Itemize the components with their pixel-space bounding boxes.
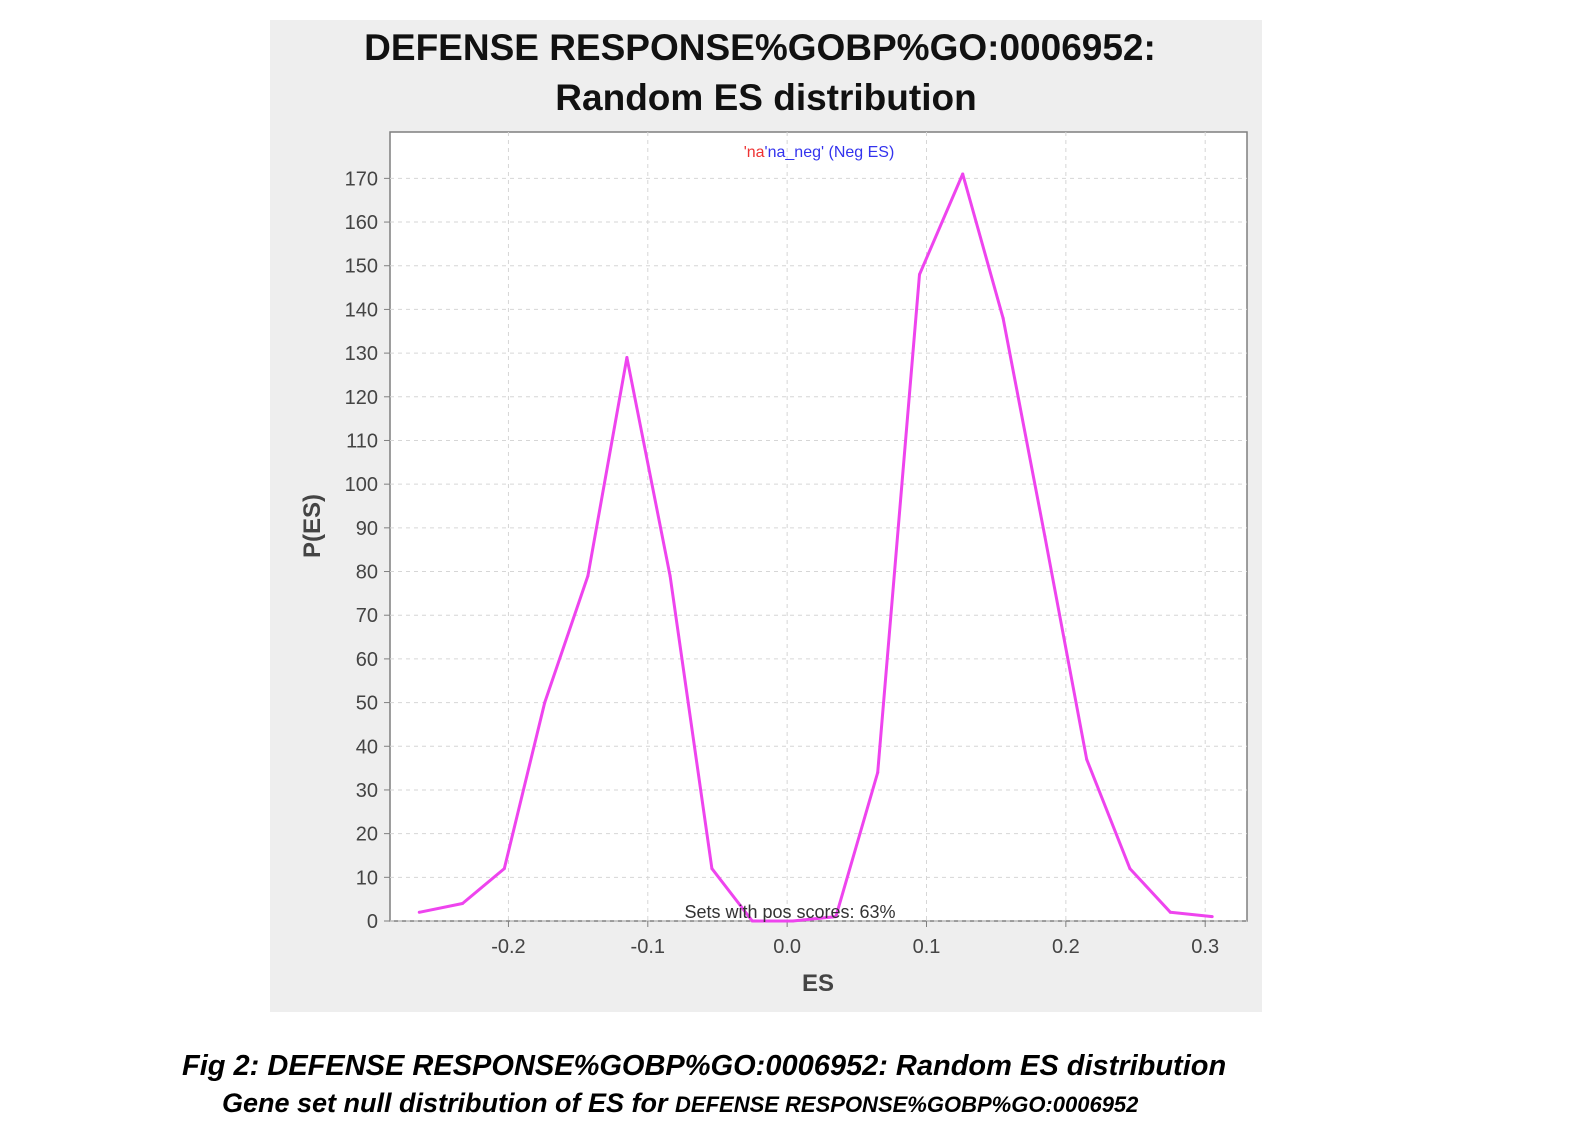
plot-area bbox=[389, 131, 1248, 922]
data-point bbox=[1085, 757, 1089, 761]
y-tick-label: 80 bbox=[356, 562, 378, 584]
x-tick-label: 0.0 bbox=[773, 936, 801, 958]
data-point bbox=[625, 355, 629, 359]
x-tick-label: 0.2 bbox=[1052, 936, 1080, 958]
data-point bbox=[586, 574, 590, 578]
data-point bbox=[961, 172, 965, 176]
grid bbox=[390, 132, 1247, 922]
chart-panel: DEFENSE RESPONSE%GOBP%GO:0006952: Random… bbox=[270, 20, 1262, 1012]
y-tick-label: 50 bbox=[356, 693, 378, 715]
y-tick-label: 110 bbox=[346, 430, 378, 452]
x-tick-label: -0.2 bbox=[491, 936, 525, 958]
data-point bbox=[710, 867, 714, 871]
data-point bbox=[834, 915, 838, 919]
chart: DEFENSE RESPONSE%GOBP%GO:0006952: Random… bbox=[299, 27, 1248, 997]
y-tick-label: 10 bbox=[356, 867, 378, 889]
data-point bbox=[1210, 915, 1214, 919]
data-point bbox=[1001, 316, 1005, 320]
data-point bbox=[791, 919, 795, 923]
y-tick-label: 140 bbox=[345, 299, 378, 321]
data-point bbox=[918, 272, 922, 276]
y-tick-label: 160 bbox=[345, 212, 378, 234]
y-tick-label: 0 bbox=[367, 911, 378, 933]
y-tick-label: 150 bbox=[345, 256, 378, 278]
y-tick-label: 70 bbox=[356, 605, 378, 627]
x-tick-label: 0.1 bbox=[913, 936, 941, 958]
y-tick-label: 40 bbox=[356, 736, 378, 758]
chart-title-line2: Random ES distribution bbox=[555, 77, 976, 118]
data-point bbox=[876, 770, 880, 774]
caption-main-text: Gene set null distribution of ES for bbox=[222, 1088, 676, 1118]
x-axis-ticks: -0.2 -0.1 0.0 0.1 0.2 0.3 bbox=[491, 921, 1219, 958]
caption-gene-set-name: DEFENSE RESPONSE%GOBP%GO:0006952 bbox=[675, 1092, 1139, 1117]
y-axis-label: P(ES) bbox=[299, 494, 326, 558]
annotation: Sets with pos scores: 63% bbox=[684, 902, 895, 922]
data-point bbox=[1128, 867, 1132, 871]
y-tick-label: 120 bbox=[345, 387, 378, 409]
y-tick-label: 20 bbox=[356, 824, 378, 846]
data-point bbox=[502, 867, 506, 871]
data-point bbox=[417, 910, 421, 914]
x-tick-label: 0.3 bbox=[1191, 936, 1219, 958]
chart-title-line1: DEFENSE RESPONSE%GOBP%GO:0006952: bbox=[364, 27, 1156, 68]
y-tick-label: 130 bbox=[345, 343, 378, 365]
y-tick-label: 100 bbox=[345, 474, 378, 496]
data-point bbox=[1168, 910, 1172, 914]
y-axis-ticks: 0 10 20 30 40 50 60 70 80 90 100 110 120 130 140 150 160… bbox=[345, 168, 390, 933]
series-line bbox=[419, 172, 1213, 923]
data-point bbox=[750, 919, 754, 923]
y-tick-label: 90 bbox=[356, 518, 378, 540]
series-points bbox=[417, 172, 1214, 923]
figure-caption-line2: Gene set null distribution of ES for DEF… bbox=[222, 1088, 1580, 1119]
y-tick-label: 60 bbox=[356, 649, 378, 671]
figure-caption-line1: Fig 2: DEFENSE RESPONSE%GOBP%GO:0006952:… bbox=[182, 1050, 1227, 1082]
legend-part1: 'na bbox=[744, 144, 765, 161]
data-point bbox=[1043, 535, 1047, 539]
x-axis-label: ES bbox=[802, 970, 834, 997]
y-tick-label: 170 bbox=[345, 168, 378, 190]
data-point bbox=[460, 902, 464, 906]
legend-part3: (Neg ES) bbox=[824, 144, 894, 161]
legend: 'na'na_neg' (Neg ES) bbox=[744, 144, 895, 161]
data-point bbox=[668, 574, 672, 578]
y-tick-label: 30 bbox=[356, 780, 378, 802]
data-point bbox=[543, 701, 547, 705]
x-tick-label: -0.1 bbox=[631, 936, 665, 958]
legend-part2: 'na_neg' bbox=[765, 144, 825, 161]
